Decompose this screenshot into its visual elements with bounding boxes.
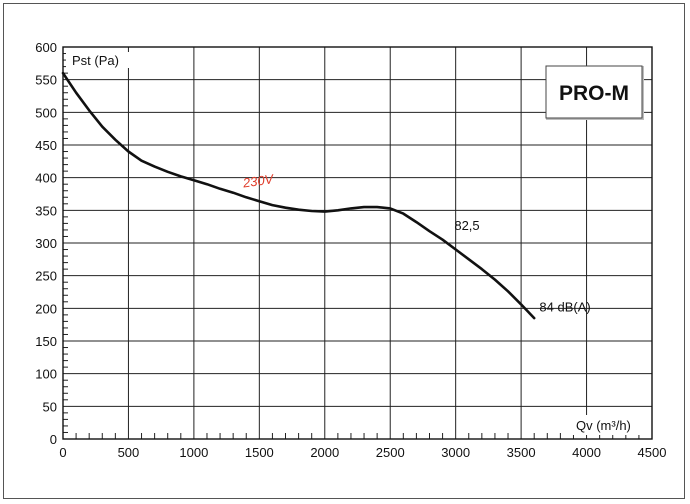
y-tick-label-9: 450 [35, 138, 57, 153]
annotation-label-2: 84 dB(A) [539, 300, 590, 315]
y-tick-label-6: 300 [35, 236, 57, 251]
x-axis-title-bg [572, 415, 650, 435]
y-tick-label-0: 0 [50, 432, 57, 447]
y-tick-label-4: 200 [35, 301, 57, 316]
x-tick-labels: 0 500 1000 1500 2000 2500 3000 3500 4000 4500 [59, 445, 666, 460]
annotations: 230V 82,5 84 dB(A) [241, 171, 591, 314]
series-group [61, 71, 536, 320]
y-tick-label-11: 550 [35, 73, 57, 88]
x-tick-label-0: 0 [59, 445, 66, 460]
x-tick-label-1: 500 [118, 445, 140, 460]
y-axis-title-bg [66, 52, 134, 68]
x-tick-label-9: 4500 [638, 445, 667, 460]
model-badge: PRO-M [545, 65, 644, 120]
y-tick-label-1: 50 [43, 399, 57, 414]
annotation-label-0: 230V [241, 171, 275, 190]
y-tick-label-2: 100 [35, 367, 57, 382]
model-badge-text: PRO-M [559, 82, 629, 105]
y-tick-labels: 0 50 100 150 200 250 300 350 400 450 500 550 600 [35, 40, 57, 447]
y-tick-label-12: 600 [35, 40, 57, 55]
x-tick-label-3: 1500 [245, 445, 274, 460]
y-tick-label-5: 250 [35, 269, 57, 284]
x-tick-label-4: 2000 [310, 445, 339, 460]
series-line-0 [61, 71, 536, 320]
y-tick-label-8: 400 [35, 171, 57, 186]
x-tick-label-5: 2500 [376, 445, 405, 460]
y-tick-label-7: 350 [35, 203, 57, 218]
plot-border [62, 46, 653, 440]
x-tick-label-2: 1000 [179, 445, 208, 460]
annotation-label-1: 82,5 [454, 218, 479, 233]
x-tick-label-7: 3500 [507, 445, 536, 460]
x-tick-label-6: 3000 [441, 445, 470, 460]
x-tick-label-8: 4000 [572, 445, 601, 460]
y-axis-title: Pst (Pa) [72, 53, 119, 68]
y-tick-label-10: 500 [35, 105, 57, 120]
axes [62, 46, 653, 440]
y-tick-label-3: 150 [35, 334, 57, 349]
x-axis-title: Qv (m³/h) [576, 418, 631, 433]
